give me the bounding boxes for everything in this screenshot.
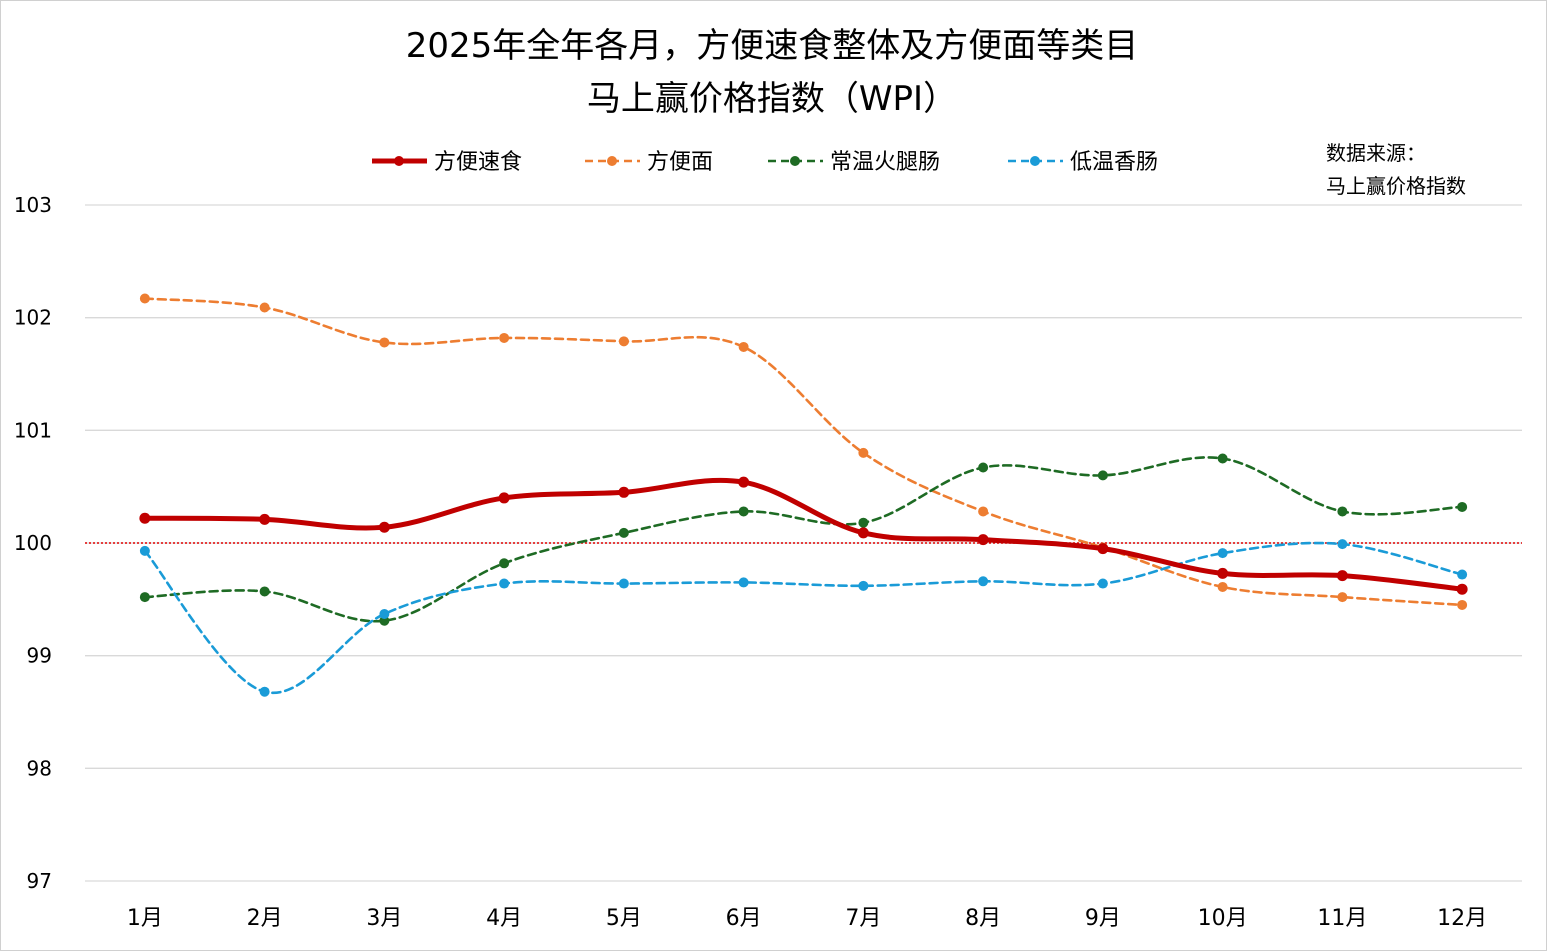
- legend-label: 常温火腿肠: [830, 150, 940, 175]
- data-point-低温香肠: [1217, 548, 1228, 559]
- data-point-常温火腿肠: [618, 527, 629, 538]
- data-point-方便速食: [618, 486, 630, 498]
- data-point-方便面: [499, 332, 510, 343]
- data-point-方便速食: [378, 521, 390, 533]
- source-value: 马上赢价格指数: [1326, 174, 1466, 198]
- legend-label: 方便速食: [434, 150, 522, 175]
- data-point-方便速食: [977, 534, 989, 546]
- legend-marker-方便面: [607, 156, 617, 166]
- data-point-常温火腿肠: [1457, 501, 1468, 512]
- data-point-常温火腿肠: [978, 462, 989, 473]
- x-tick-label: 6月: [726, 906, 762, 931]
- data-point-常温火腿肠: [259, 586, 270, 597]
- data-point-低温香肠: [738, 577, 749, 588]
- legend-marker-低温香肠: [1030, 156, 1040, 166]
- y-tick-label: 99: [27, 644, 52, 668]
- y-tick-label: 97: [27, 869, 52, 893]
- y-tick-label: 102: [14, 306, 52, 330]
- y-tick-label: 100: [14, 531, 52, 555]
- x-tick-label: 5月: [606, 906, 642, 931]
- series-line-常温火腿肠: [143, 456, 1464, 623]
- legend-marker-方便速食: [394, 156, 404, 166]
- data-point-低温香肠: [858, 580, 869, 591]
- data-point-方便速食: [1097, 543, 1109, 555]
- data-point-低温香肠: [499, 578, 510, 589]
- data-point-常温火腿肠: [1097, 470, 1108, 481]
- series-line-低温香肠: [143, 541, 1464, 695]
- legend-label: 低温香肠: [1070, 150, 1158, 175]
- x-tick-label: 4月: [486, 906, 522, 931]
- data-point-常温火腿肠: [858, 517, 869, 528]
- y-tick-label: 103: [14, 193, 52, 217]
- data-point-常温火腿肠: [139, 592, 150, 603]
- data-point-方便面: [379, 337, 390, 348]
- data-point-方便面: [618, 336, 629, 347]
- data-point-方便面: [139, 293, 150, 304]
- data-point-方便面: [738, 341, 749, 352]
- data-point-常温火腿肠: [499, 558, 510, 569]
- data-point-方便面: [858, 447, 869, 458]
- x-tick-label: 7月: [845, 906, 881, 931]
- data-point-低温香肠: [1337, 539, 1348, 550]
- data-point-方便速食: [1456, 583, 1468, 595]
- x-tick-label: 12月: [1437, 906, 1487, 931]
- data-point-方便面: [259, 302, 270, 313]
- x-tick-label: 9月: [1085, 906, 1121, 931]
- data-point-低温香肠: [1457, 569, 1468, 580]
- data-point-低温香肠: [978, 576, 989, 587]
- x-tick-label: 11月: [1317, 906, 1367, 931]
- data-point-常温火腿肠: [738, 506, 749, 517]
- data-point-方便速食: [738, 476, 750, 488]
- legend-label: 方便面: [647, 150, 713, 175]
- data-point-低温香肠: [1097, 578, 1108, 589]
- source-label: 数据来源：: [1326, 141, 1426, 165]
- x-tick-label: 10月: [1198, 906, 1248, 931]
- data-point-常温火腿肠: [1217, 453, 1228, 464]
- data-point-方便速食: [259, 513, 271, 525]
- data-point-方便速食: [1217, 567, 1229, 579]
- data-point-常温火腿肠: [1337, 506, 1348, 517]
- legend-marker-常温火腿肠: [790, 156, 800, 166]
- data-point-低温香肠: [618, 578, 629, 589]
- chart-title-line1: 2025年全年各月，方便速食整体及方便面等类目: [406, 26, 1139, 66]
- data-point-方便速食: [857, 527, 869, 539]
- data-point-方便面: [978, 506, 989, 517]
- x-tick-label: 2月: [247, 906, 283, 931]
- chart-title-line2: 马上赢价格指数（WPI）: [587, 79, 957, 119]
- data-point-方便速食: [498, 492, 510, 504]
- x-tick-label: 1月: [127, 906, 163, 931]
- y-tick-label: 98: [27, 756, 52, 780]
- data-point-低温香肠: [259, 686, 270, 697]
- data-point-方便速食: [139, 512, 151, 524]
- data-point-方便速食: [1336, 570, 1348, 582]
- data-point-低温香肠: [379, 608, 390, 619]
- data-point-方便面: [1217, 581, 1228, 592]
- data-point-低温香肠: [139, 545, 150, 556]
- x-tick-label: 8月: [965, 906, 1001, 931]
- data-point-方便面: [1457, 599, 1468, 610]
- data-point-方便面: [1337, 592, 1348, 603]
- y-tick-label: 101: [14, 418, 52, 442]
- x-tick-label: 3月: [366, 906, 402, 931]
